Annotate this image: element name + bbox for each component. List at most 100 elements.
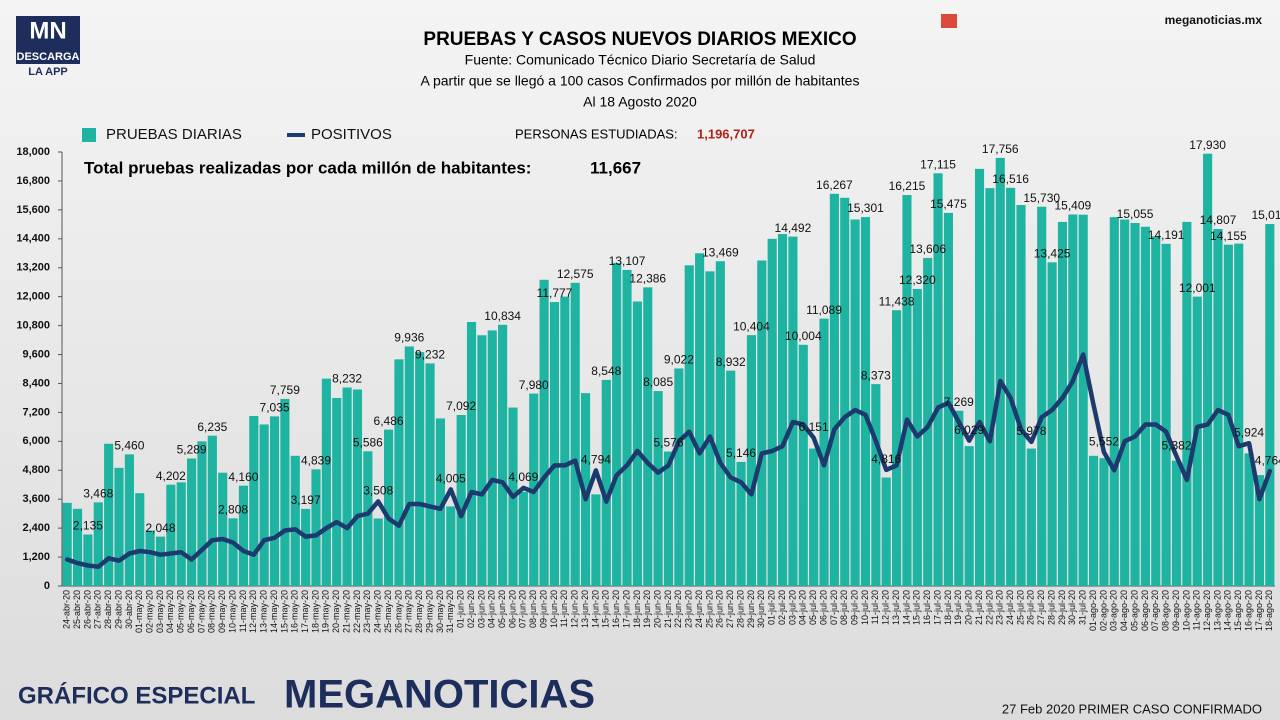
- data-label: 8,085: [643, 375, 673, 389]
- data-label: 5,576: [653, 436, 683, 450]
- bar: [1182, 221, 1192, 586]
- x-tick-label: 07-jul-20: [829, 590, 839, 625]
- x-tick-label: 10-may-20: [227, 590, 237, 633]
- bar: [352, 389, 363, 586]
- bar: [902, 195, 912, 586]
- bar: [1265, 224, 1275, 586]
- x-tick-label: 22-may-20: [352, 590, 362, 633]
- x-tick-label: 29-jul-20: [1057, 590, 1067, 625]
- chart-title: PRUEBAS Y CASOS NUEVOS DIARIOS MEXICO: [423, 29, 856, 50]
- data-label: 4,069: [508, 470, 538, 484]
- x-tick-label: 23-jun-20: [684, 590, 694, 628]
- x-tick-label: 18-ago-20: [1264, 590, 1274, 631]
- bar: [860, 217, 871, 587]
- subtitle: Fuente: Comunicado Técnico Diario Secret…: [465, 52, 816, 68]
- annotation-label: Total pruebas realizadas por cada millón…: [84, 158, 531, 177]
- bar: [187, 458, 197, 586]
- x-tick-label: 12-jun-20: [570, 590, 580, 628]
- bar: [1099, 458, 1109, 586]
- x-tick-label: 20-may-20: [331, 590, 341, 633]
- footer-note: 27 Feb 2020 PRIMER CASO CONFIRMADO: [1002, 701, 1262, 716]
- x-tick-label: 27-jul-20: [1036, 590, 1046, 625]
- x-tick-label: 09-jul-20: [849, 590, 859, 625]
- bar: [767, 238, 777, 587]
- x-tick-label: 23-may-20: [362, 590, 372, 633]
- data-label: 5,586: [353, 435, 383, 449]
- y-tick-label: 1,200: [22, 551, 50, 563]
- bar: [674, 368, 684, 586]
- bar: [415, 352, 425, 586]
- bar: [1161, 243, 1171, 586]
- x-tick-label: 30-may-20: [435, 590, 445, 633]
- bar: [798, 344, 808, 586]
- x-tick-label: 07-may-20: [196, 590, 206, 633]
- x-tick-label: 09-ago-20: [1171, 590, 1181, 631]
- data-label: 4,816: [871, 452, 901, 466]
- data-label: 2,135: [73, 519, 103, 533]
- x-tick-label: 18-jun-20: [632, 590, 642, 628]
- data-label: 4,160: [228, 470, 258, 484]
- x-tick-label: 18-may-20: [310, 590, 320, 633]
- x-tick-label: 28-jul-20: [1046, 590, 1056, 625]
- x-tick-label: 31-may-20: [445, 590, 455, 633]
- bar: [1120, 219, 1130, 586]
- x-tick-label: 06-jul-20: [818, 590, 828, 625]
- x-tick-label: 29-abr-20: [113, 590, 123, 629]
- x-tick-label: 08-jul-20: [839, 590, 849, 625]
- data-label: 5,460: [114, 439, 144, 453]
- y-tick-label: 8,400: [22, 377, 50, 389]
- data-label: 10,404: [733, 319, 770, 333]
- x-tick-label: 07-jun-20: [518, 590, 528, 628]
- bar: [1203, 153, 1213, 586]
- legend-swatch: [82, 128, 96, 142]
- x-tick-label: 17-may-20: [300, 590, 310, 633]
- data-label: 7,980: [519, 378, 549, 392]
- bar: [83, 534, 93, 586]
- x-tick-label: 26-jul-20: [1026, 590, 1036, 625]
- bar: [777, 233, 788, 586]
- bar: [995, 157, 1005, 586]
- bar: [145, 530, 155, 586]
- bar: [518, 491, 528, 586]
- bar: [1037, 206, 1047, 586]
- x-tick-label: 26-may-20: [393, 590, 403, 633]
- y-tick-label: 0: [44, 580, 50, 592]
- bar: [218, 472, 228, 586]
- x-tick-label: 16-jun-20: [611, 590, 621, 628]
- x-tick-label: 15-may-20: [279, 590, 289, 633]
- x-tick-label: 02-jul-20: [777, 590, 787, 625]
- x-tick-label: 14-ago-20: [1223, 590, 1233, 631]
- x-tick-label: 13-jul-20: [891, 590, 901, 625]
- x-tick-label: 19-jul-20: [953, 590, 963, 625]
- bar: [695, 253, 705, 586]
- x-tick-label: 03-jul-20: [787, 590, 797, 625]
- data-label: 12,386: [629, 272, 666, 286]
- data-label: 12,001: [1179, 281, 1216, 295]
- bar: [601, 379, 611, 586]
- bar: [456, 415, 466, 586]
- x-tick-label: 19-may-20: [321, 590, 331, 633]
- x-tick-label: 05-may-20: [176, 590, 186, 633]
- bar: [124, 454, 134, 586]
- bar: [1068, 214, 1078, 586]
- x-tick-label: 12-may-20: [248, 590, 258, 633]
- bar: [384, 429, 394, 586]
- x-tick-label: 17-jul-20: [932, 590, 942, 625]
- bar: [155, 536, 166, 586]
- x-tick-label: 01-may-20: [134, 590, 144, 633]
- site: meganoticias.mx: [1165, 13, 1263, 27]
- data-label: 15,409: [1054, 199, 1091, 213]
- x-tick-label: 24-jun-20: [694, 590, 704, 628]
- x-tick-label: 11-may-20: [238, 590, 248, 632]
- data-label: 16,215: [889, 179, 926, 193]
- x-tick-label: 14-jul-20: [901, 590, 911, 625]
- y-tick-label: 2,400: [22, 522, 50, 534]
- bar: [1078, 214, 1088, 586]
- data-label: 9,936: [394, 331, 424, 345]
- x-tick-label: 29-jun-20: [746, 590, 756, 628]
- y-tick-label: 15,600: [16, 204, 50, 216]
- x-tick-label: 02-ago-20: [1098, 590, 1108, 631]
- icon: [941, 14, 957, 28]
- x-tick-label: 25-may-20: [383, 590, 393, 633]
- annotation-label: PERSONAS ESTUDIADAS:: [515, 126, 678, 141]
